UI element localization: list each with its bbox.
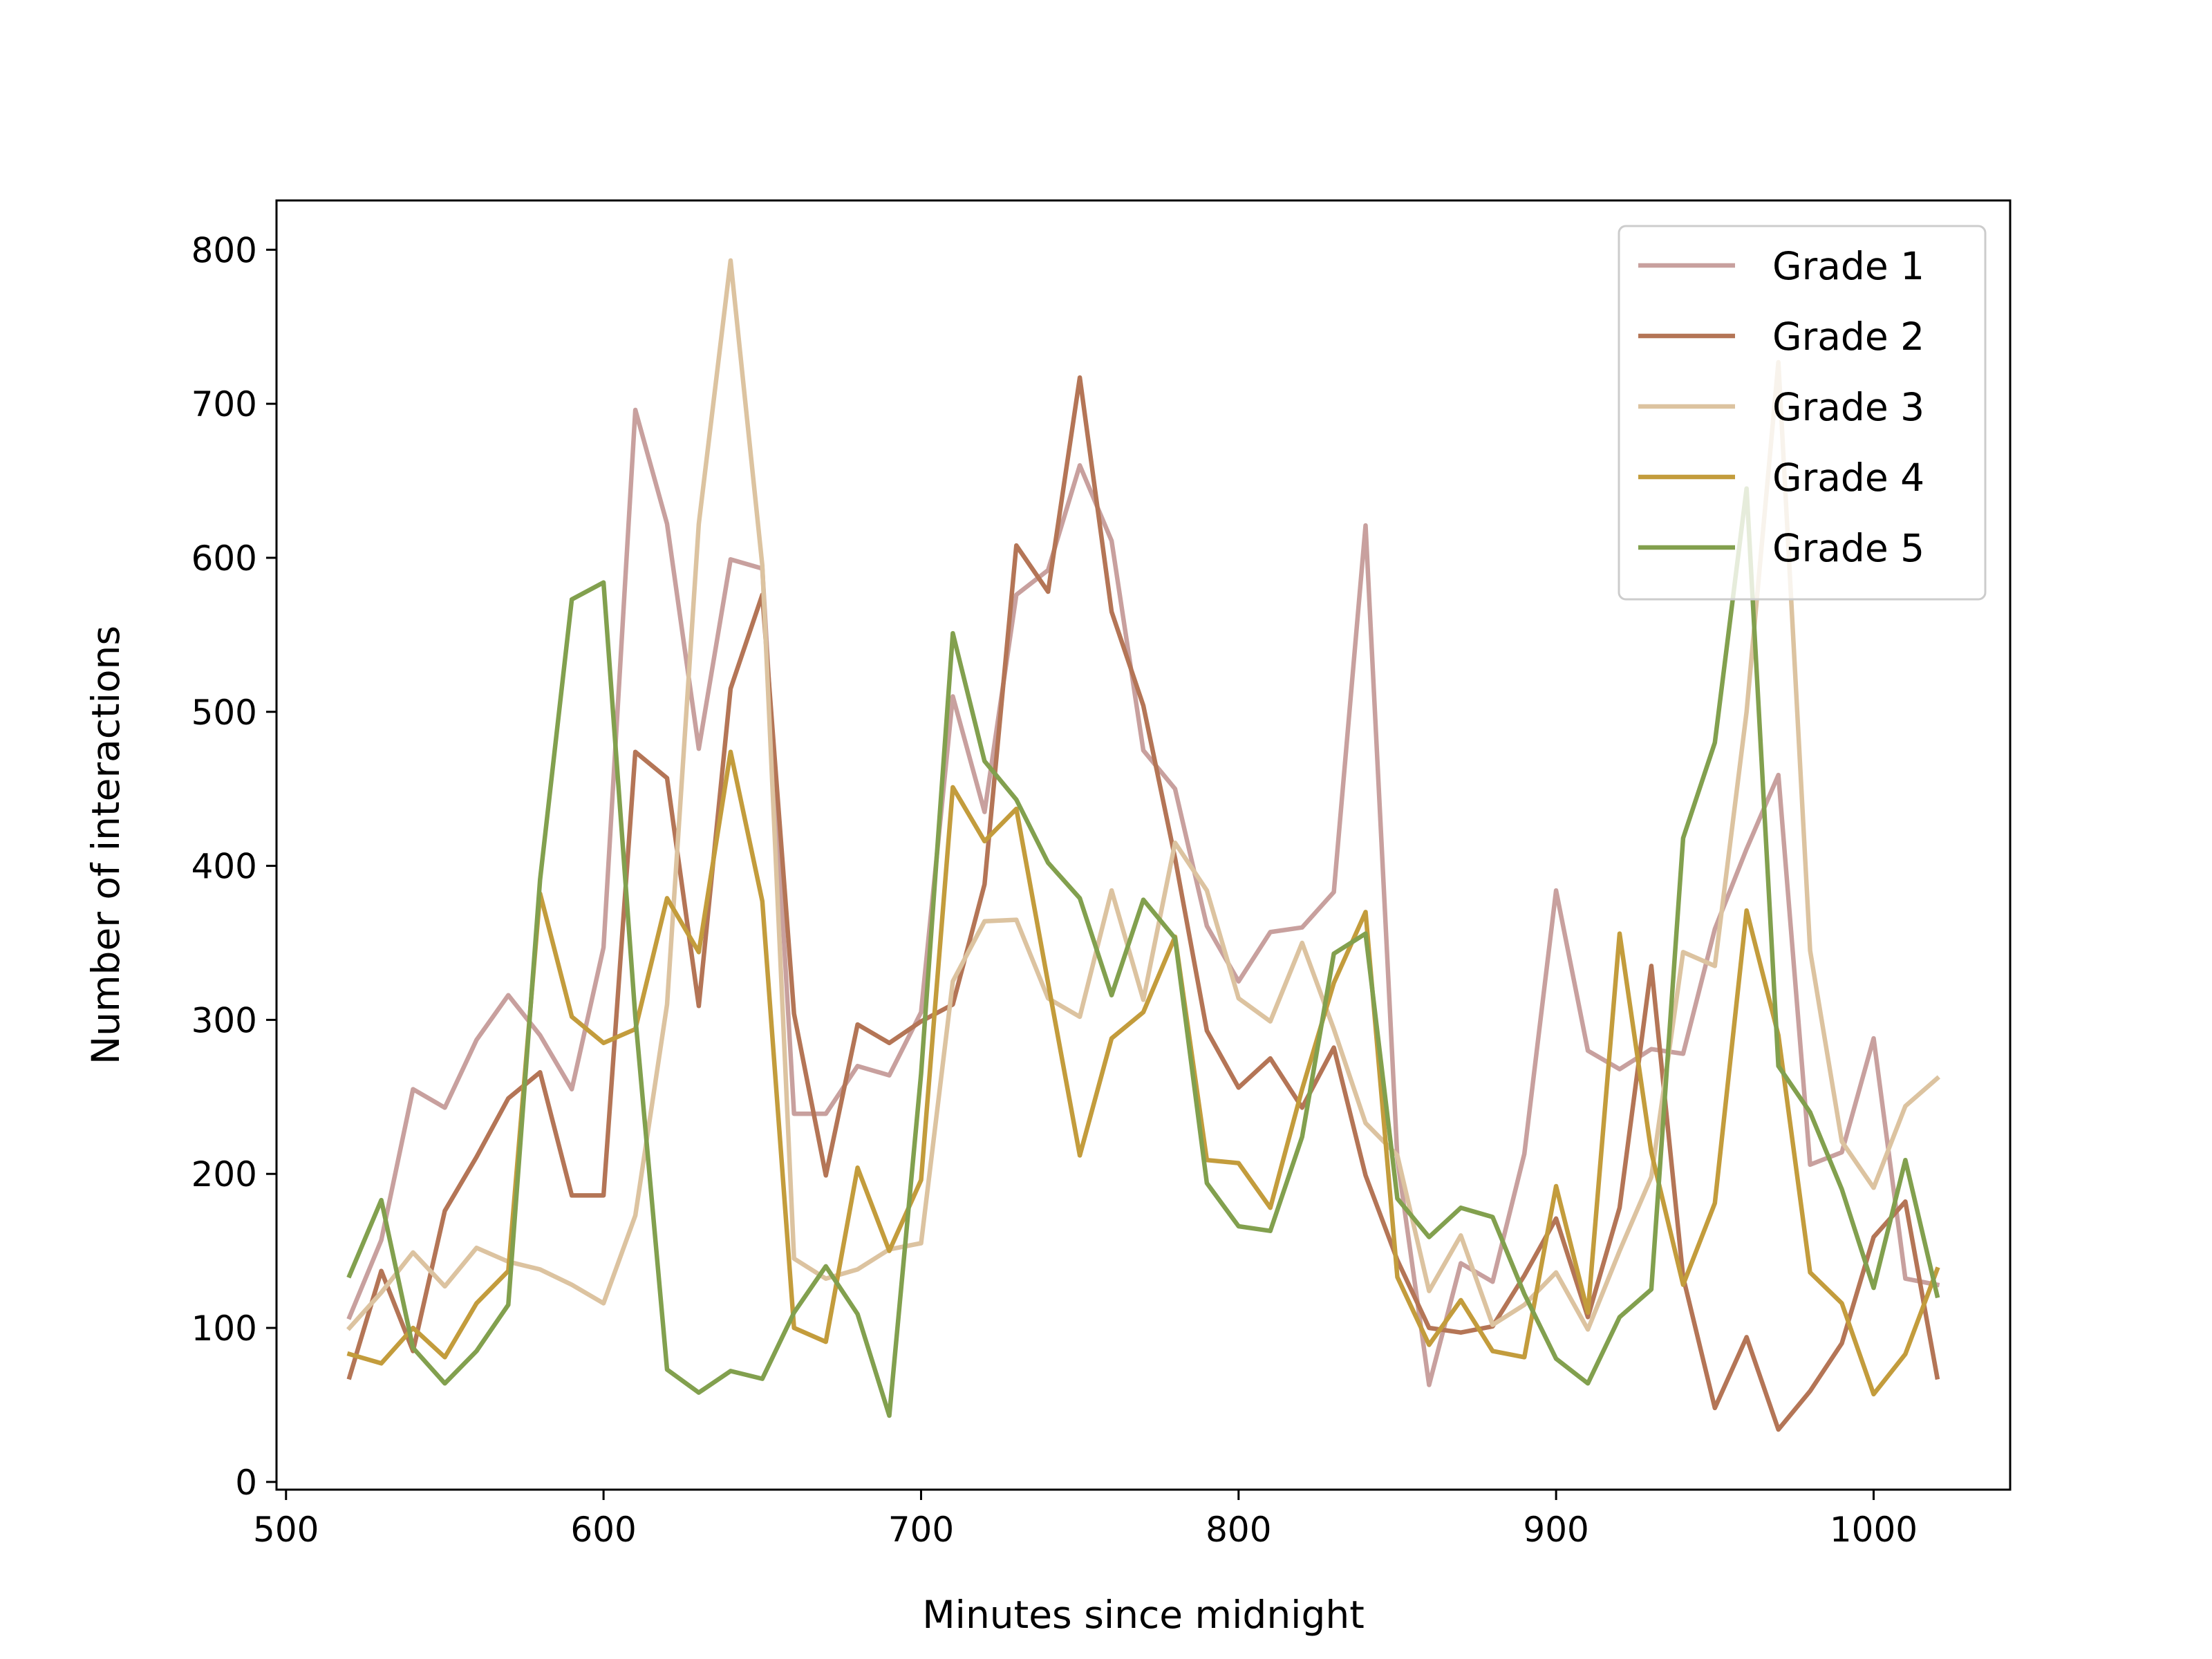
x-tick-label: 700 bbox=[888, 1510, 954, 1550]
legend: Grade 1 Grade 2 Grade 3 Grade 4 Grade 5 bbox=[1618, 225, 1987, 601]
x-axis: 500 600 700 800 900 1000 bbox=[253, 1490, 1918, 1550]
x-axis-label: Minutes since midnight bbox=[922, 1593, 1365, 1637]
y-tick-label: 800 bbox=[191, 230, 257, 270]
series-line-grade-1 bbox=[346, 407, 1940, 1387]
legend-label: Grade 5 bbox=[1772, 526, 1924, 570]
legend-box bbox=[1618, 225, 1987, 601]
x-tick-label: 600 bbox=[570, 1510, 636, 1550]
y-tick-label: 700 bbox=[191, 384, 257, 424]
series-line-grade-2 bbox=[346, 375, 1940, 1432]
legend-label: Grade 3 bbox=[1772, 385, 1924, 429]
y-tick-label: 500 bbox=[191, 693, 257, 733]
y-tick-label: 200 bbox=[191, 1154, 257, 1194]
series-line-grade-3 bbox=[346, 258, 1940, 1332]
y-tick-label: 0 bbox=[235, 1463, 257, 1503]
y-tick-label: 400 bbox=[191, 847, 257, 887]
y-tick-label: 100 bbox=[191, 1309, 257, 1349]
y-axis-label: Number of interactions bbox=[84, 626, 128, 1065]
legend-label: Grade 4 bbox=[1772, 456, 1924, 500]
series-lines bbox=[346, 258, 1940, 1432]
series-line-grade-4 bbox=[346, 749, 1940, 1397]
x-tick-label: 800 bbox=[1206, 1510, 1271, 1550]
legend-label: Grade 2 bbox=[1772, 315, 1924, 359]
y-axis: 0 100 200 300 400 500 600 700 800 bbox=[191, 230, 276, 1503]
x-tick-label: 900 bbox=[1523, 1510, 1588, 1550]
y-tick-label: 300 bbox=[191, 1000, 257, 1040]
x-tick-label: 1000 bbox=[1830, 1510, 1918, 1550]
plot-area-frame bbox=[275, 199, 2012, 1491]
series-line-grade-5 bbox=[346, 486, 1940, 1418]
x-tick-label: 500 bbox=[253, 1510, 319, 1550]
y-tick-label: 600 bbox=[191, 538, 257, 579]
legend-label: Grade 1 bbox=[1772, 244, 1924, 288]
